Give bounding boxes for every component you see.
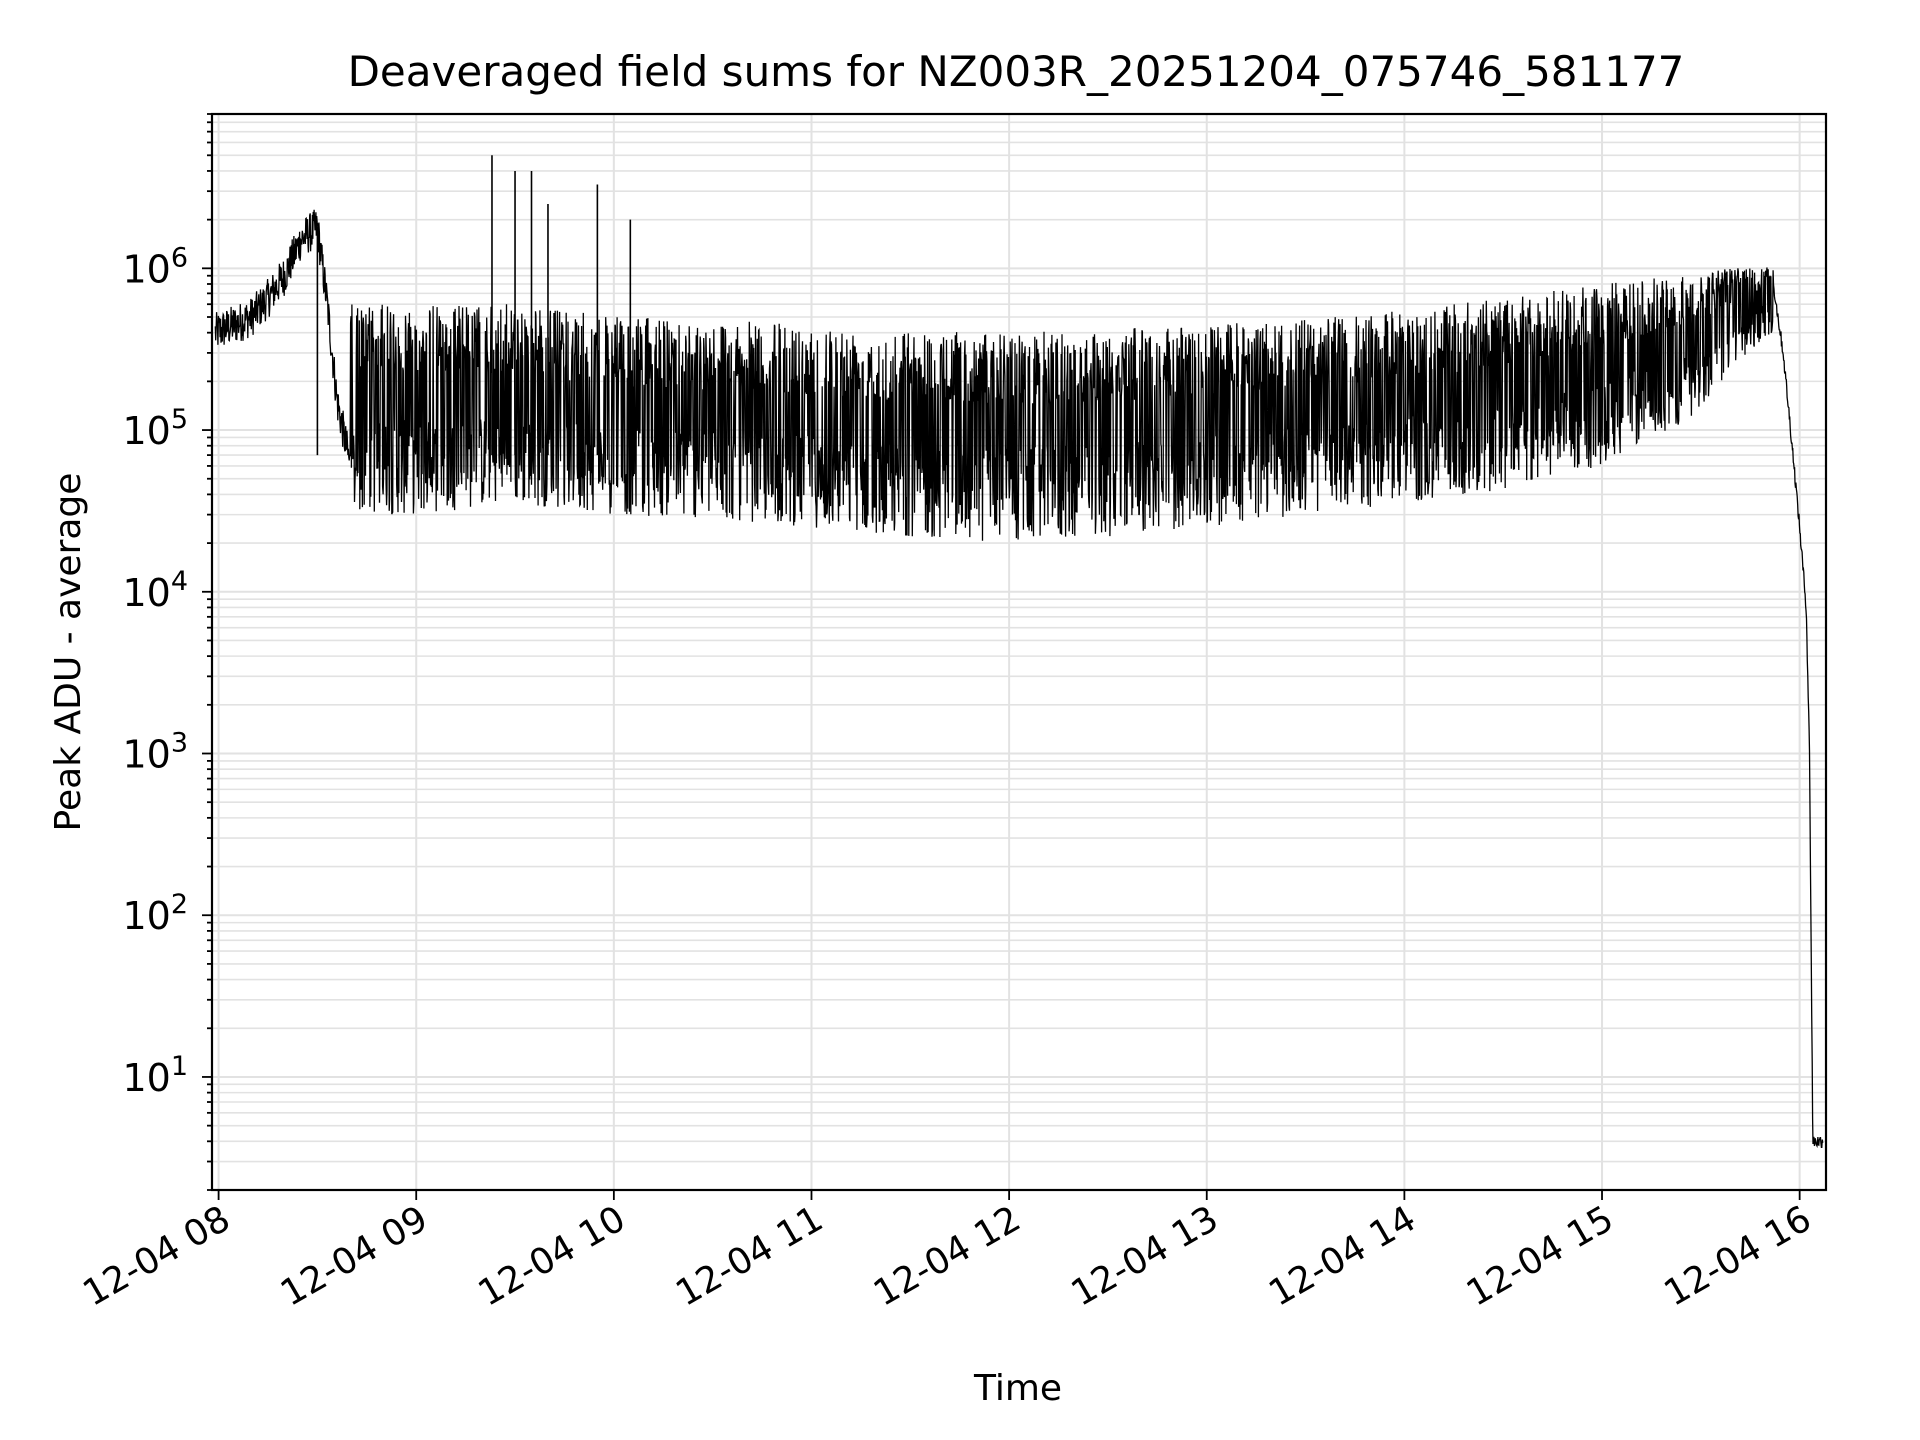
x-axis: 12-04 08 12-04 09 12-04 10 12-04 11 12-04 12…	[76, 1190, 1818, 1315]
x-tick-label: 12-04 13	[1065, 1198, 1226, 1314]
x-axis-label: Time	[973, 1368, 1062, 1409]
chart-title: Deaveraged field sums for NZ003R_2025120…	[348, 47, 1685, 96]
plot-area-frame	[210, 112, 1828, 1192]
x-tick-label: 12-04 10	[472, 1198, 633, 1314]
y-tick-label: 102	[122, 889, 188, 938]
x-tick-label: 12-04 14	[1262, 1198, 1423, 1314]
x-tick-label: 12-04 16	[1657, 1198, 1818, 1314]
x-tick-label: 12-04 08	[76, 1198, 237, 1314]
y-axis-label: Peak ADU - average	[48, 473, 89, 832]
x-tick-label: 12-04 15	[1460, 1198, 1621, 1314]
y-tick-label: 104	[122, 566, 188, 615]
x-tick-label: 12-04 09	[274, 1198, 435, 1314]
y-tick-label: 101	[122, 1051, 188, 1100]
x-tick-label: 12-04 11	[669, 1198, 830, 1314]
series-line	[214, 209, 1824, 1149]
series-trace	[214, 155, 1824, 1149]
x-tick-label: 12-04 12	[867, 1198, 1028, 1314]
y-tick-label: 105	[122, 404, 188, 453]
y-tick-label: 103	[122, 728, 188, 777]
y-tick-label: 106	[122, 242, 188, 291]
grid-lines	[212, 113, 1826, 1191]
y-axis: 101 102 103 104 105 106	[122, 113, 212, 1191]
